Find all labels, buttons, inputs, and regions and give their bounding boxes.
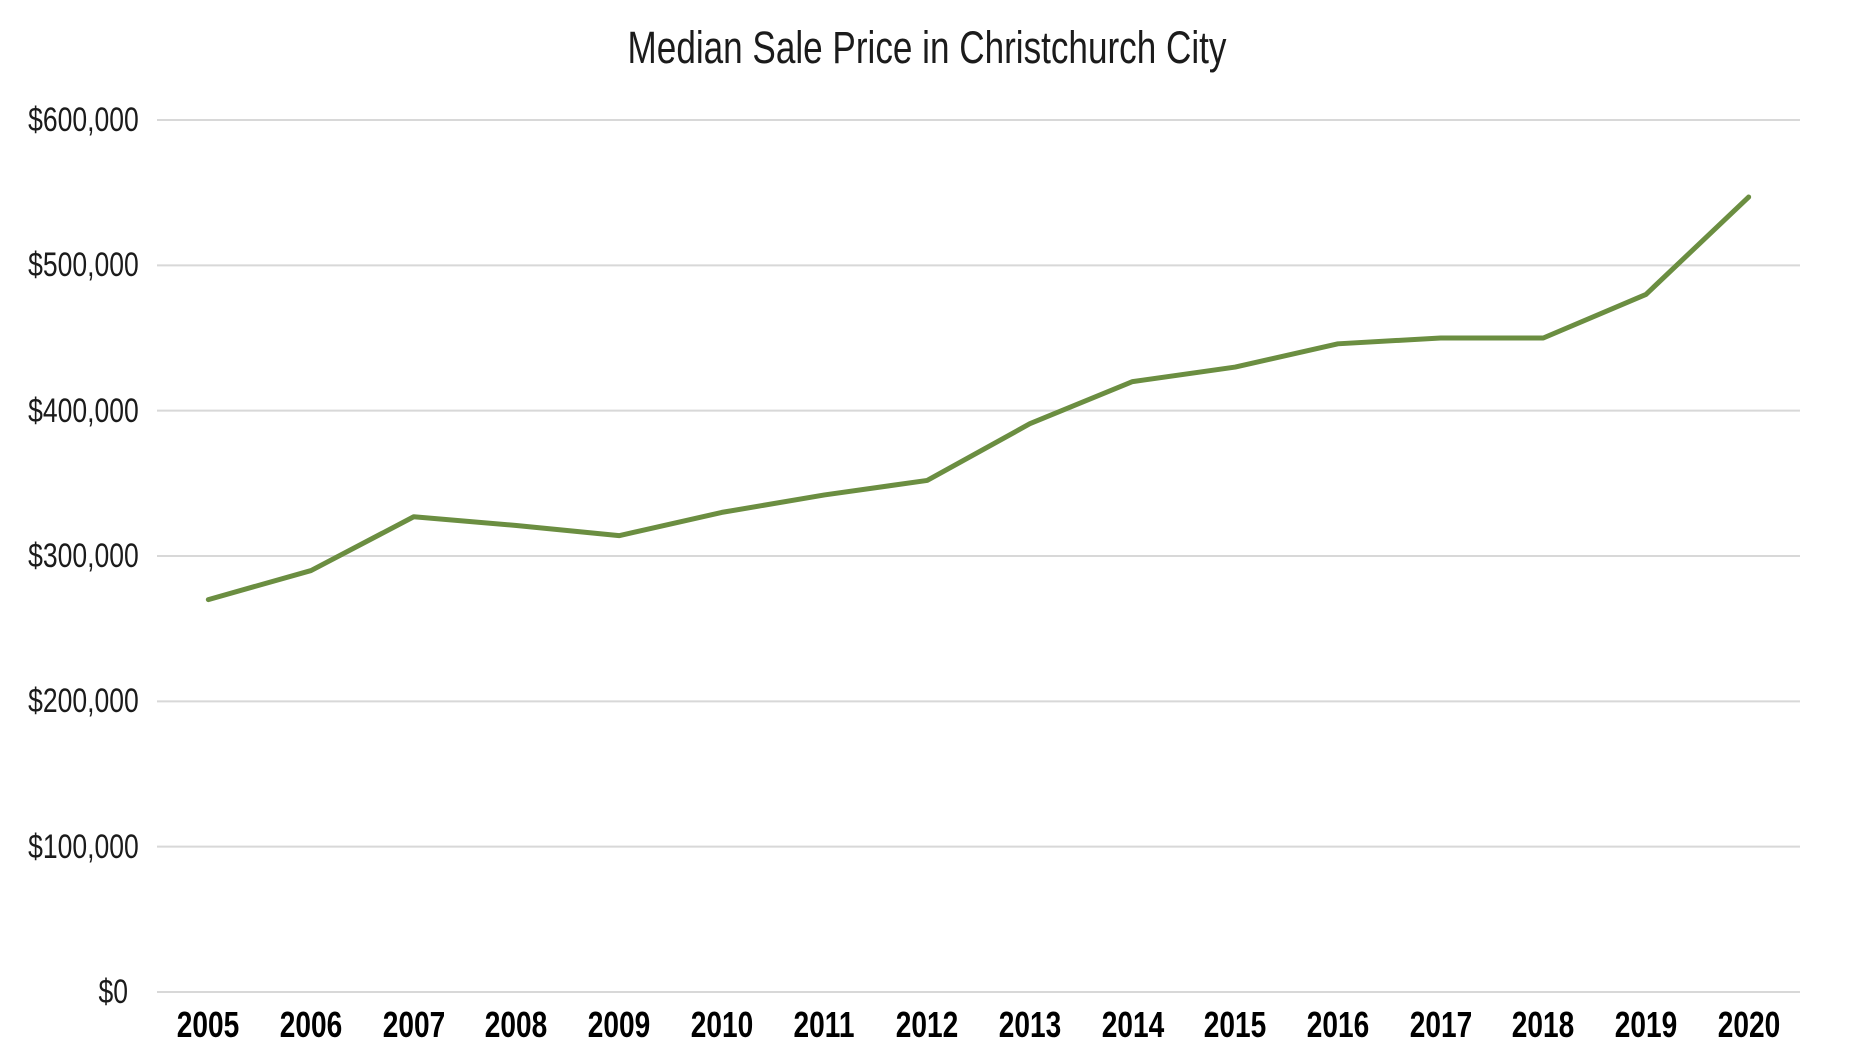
x-tick-label: 2015 xyxy=(1203,1004,1267,1045)
x-tick-label: 2012 xyxy=(895,1004,959,1045)
x-tick-label: 2005 xyxy=(177,1004,240,1045)
x-tick-label: 2018 xyxy=(1512,1004,1575,1045)
y-tick-label: $200,000 xyxy=(28,682,139,721)
x-tick-label: 2017 xyxy=(1409,1004,1472,1045)
x-tick-label: 2006 xyxy=(279,1004,343,1045)
y-tick-label: $300,000 xyxy=(28,537,139,575)
x-tick-label: 2020 xyxy=(1717,1004,1780,1045)
y-tick-label: $100,000 xyxy=(28,827,139,866)
y-tick-label: $600,000 xyxy=(28,101,139,139)
x-tick-label: 2019 xyxy=(1614,1004,1678,1045)
median-price-line xyxy=(205,194,1752,603)
y-tick-label: $400,000 xyxy=(28,391,139,430)
x-tick-label: 2011 xyxy=(794,1004,855,1045)
x-tick-label: 2009 xyxy=(587,1004,651,1045)
x-tick-label: 2013 xyxy=(998,1004,1062,1045)
x-tick-label: 2008 xyxy=(485,1004,548,1045)
x-tick-label: 2007 xyxy=(382,1004,445,1045)
x-tick-label: 2016 xyxy=(1306,1004,1370,1045)
x-tick-label: 2014 xyxy=(1101,1004,1164,1045)
chart-title: Median Sale Price in Christchurch City xyxy=(627,22,1227,73)
x-tick-label: 2010 xyxy=(690,1004,754,1045)
y-tick-label: $0 xyxy=(98,973,128,1011)
y-tick-label: $500,000 xyxy=(28,246,139,285)
